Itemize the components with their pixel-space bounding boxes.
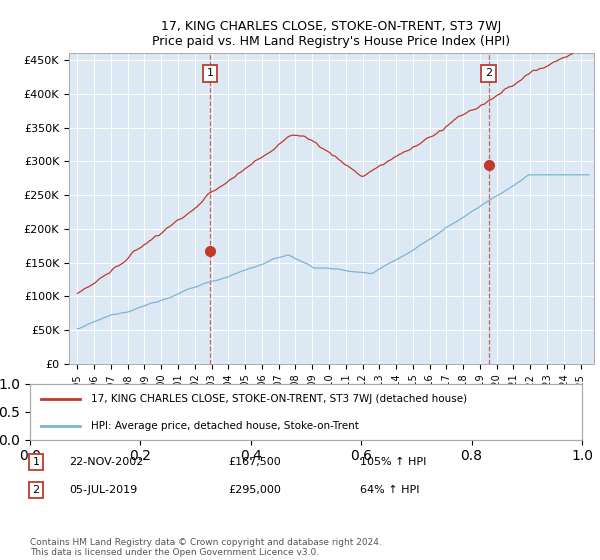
Text: 05-JUL-2019: 05-JUL-2019 (69, 485, 137, 495)
Text: 17, KING CHARLES CLOSE, STOKE-ON-TRENT, ST3 7WJ (detached house): 17, KING CHARLES CLOSE, STOKE-ON-TRENT, … (91, 394, 467, 404)
Text: 105% ↑ HPI: 105% ↑ HPI (360, 457, 427, 467)
Text: £295,000: £295,000 (228, 485, 281, 495)
Text: 1: 1 (206, 68, 214, 78)
Text: HPI: Average price, detached house, Stoke-on-Trent: HPI: Average price, detached house, Stok… (91, 421, 359, 431)
Text: 2: 2 (32, 485, 40, 495)
Text: 2: 2 (485, 68, 493, 78)
Title: 17, KING CHARLES CLOSE, STOKE-ON-TRENT, ST3 7WJ
Price paid vs. HM Land Registry': 17, KING CHARLES CLOSE, STOKE-ON-TRENT, … (152, 20, 511, 48)
Text: 1: 1 (32, 457, 40, 467)
Text: Contains HM Land Registry data © Crown copyright and database right 2024.
This d: Contains HM Land Registry data © Crown c… (30, 538, 382, 557)
Text: 64% ↑ HPI: 64% ↑ HPI (360, 485, 419, 495)
Text: £167,500: £167,500 (228, 457, 281, 467)
Text: 22-NOV-2002: 22-NOV-2002 (69, 457, 143, 467)
